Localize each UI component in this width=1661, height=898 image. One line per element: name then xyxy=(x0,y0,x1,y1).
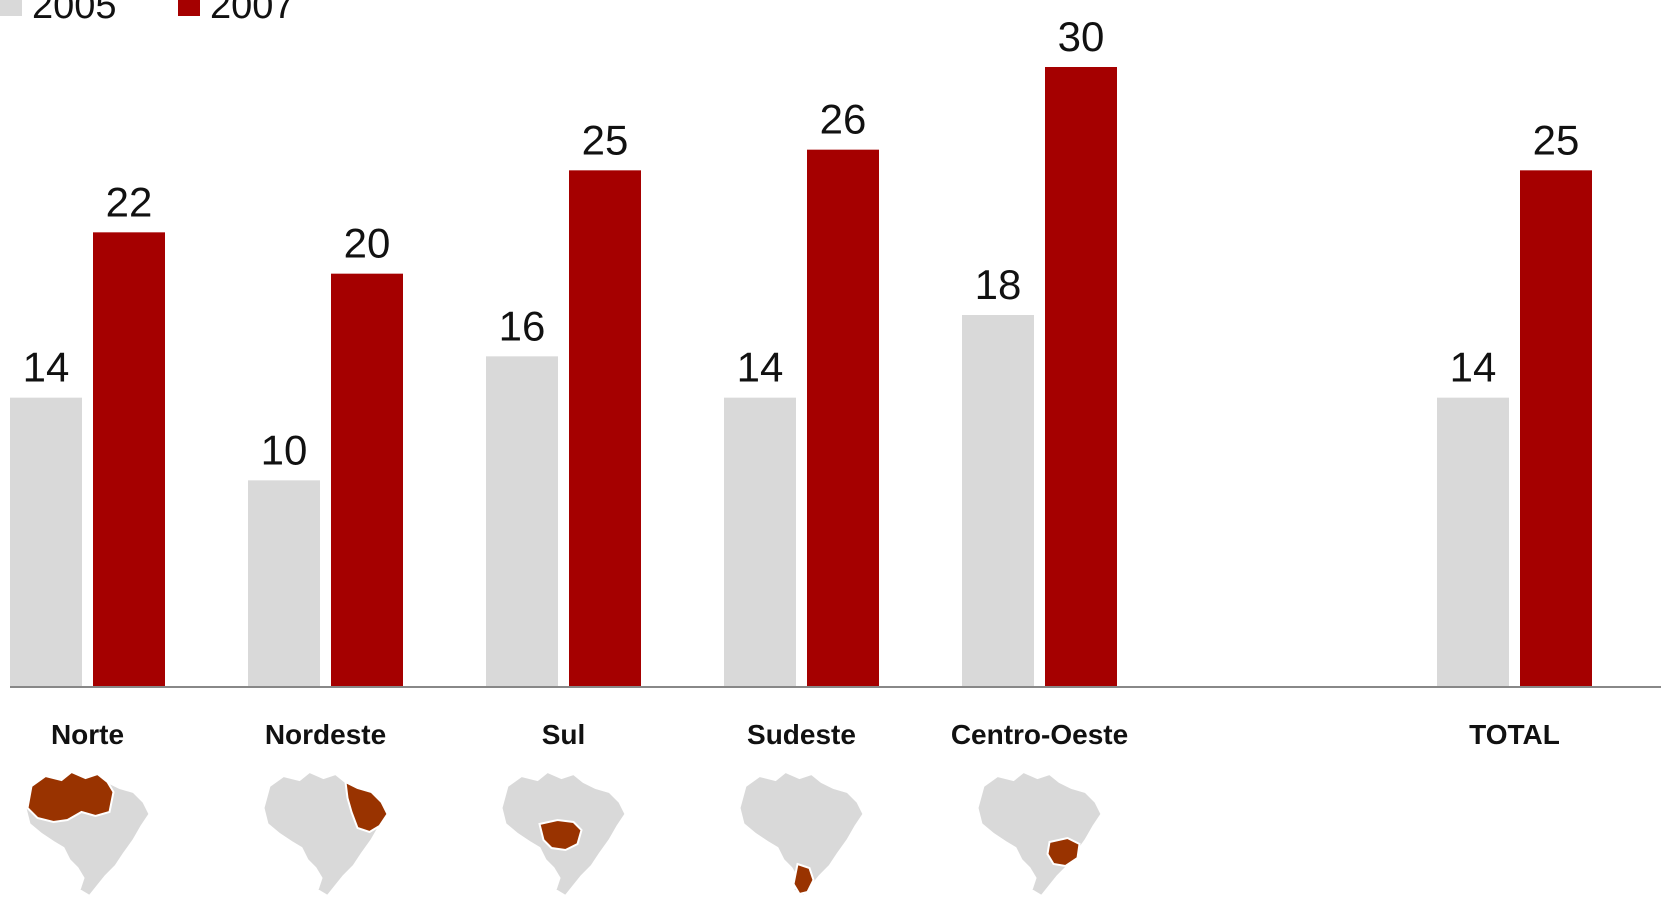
value-label-nordeste-2007: 20 xyxy=(344,220,391,267)
bar-sudeste-2007 xyxy=(807,149,879,687)
value-label-sudeste-2005: 14 xyxy=(737,344,784,391)
legend-label-2005: 2005 xyxy=(32,0,117,27)
bars xyxy=(10,67,1592,688)
category-label-norte: Norte xyxy=(51,719,124,750)
value-label-centro-oeste-2005: 18 xyxy=(975,261,1022,308)
value-label-sul-2007: 25 xyxy=(582,116,629,163)
value-label-norte-2005: 14 xyxy=(23,344,70,391)
bar-sul-2005 xyxy=(486,356,558,687)
map-norte xyxy=(24,770,151,898)
map-highlight-sudeste xyxy=(792,862,815,896)
legend-swatch-2007 xyxy=(178,0,200,16)
bar-nordeste-2005 xyxy=(248,480,320,687)
category-label-nordeste: Nordeste xyxy=(265,719,386,750)
map-outline xyxy=(738,770,865,898)
bar-sul-2007 xyxy=(569,170,641,688)
map-highlight-norte xyxy=(26,770,115,824)
category-label-centro-oeste: Centro-Oeste xyxy=(951,719,1128,750)
category-label-sul: Sul xyxy=(542,719,586,750)
legend: 2005 2007 xyxy=(0,0,295,27)
category-label-sudeste: Sudeste xyxy=(747,719,856,750)
value-label-sudeste-2007: 26 xyxy=(820,96,867,143)
value-label-sul-2005: 16 xyxy=(499,302,546,349)
bar-centro-oeste-2007 xyxy=(1045,67,1117,687)
map-highlight-centro-oeste xyxy=(1046,836,1081,868)
bar-total-2007 xyxy=(1520,170,1592,688)
category-label-total: TOTAL xyxy=(1469,719,1560,750)
data-labels: 14 22 10 20 16 25 14 26 18 30 14 25 xyxy=(23,13,1580,473)
bar-centro-oeste-2005 xyxy=(962,315,1034,687)
legend-label-2007: 2007 xyxy=(210,0,295,27)
bar-norte-2005 xyxy=(10,397,82,687)
region-maps xyxy=(24,770,1103,898)
map-highlight-nordeste xyxy=(344,780,389,834)
value-label-centro-oeste-2007: 30 xyxy=(1058,13,1105,60)
map-outline xyxy=(976,770,1103,898)
value-label-norte-2007: 22 xyxy=(106,178,153,225)
map-nordeste xyxy=(262,770,389,898)
value-label-nordeste-2005: 10 xyxy=(261,426,308,473)
bar-sudeste-2005 xyxy=(724,397,796,687)
map-sul xyxy=(500,770,627,898)
bar-nordeste-2007 xyxy=(331,273,403,687)
bar-norte-2007 xyxy=(93,232,165,688)
value-label-total-2005: 14 xyxy=(1450,344,1497,391)
map-centro-oeste xyxy=(976,770,1103,898)
value-label-total-2007: 25 xyxy=(1533,116,1580,163)
legend-swatch-2005 xyxy=(0,0,22,16)
bar-total-2005 xyxy=(1437,397,1509,687)
map-sudeste xyxy=(738,770,865,898)
category-labels: Norte Nordeste Sul Sudeste Centro-Oeste TOTAL xyxy=(51,719,1560,750)
map-highlight-sul xyxy=(538,818,583,852)
